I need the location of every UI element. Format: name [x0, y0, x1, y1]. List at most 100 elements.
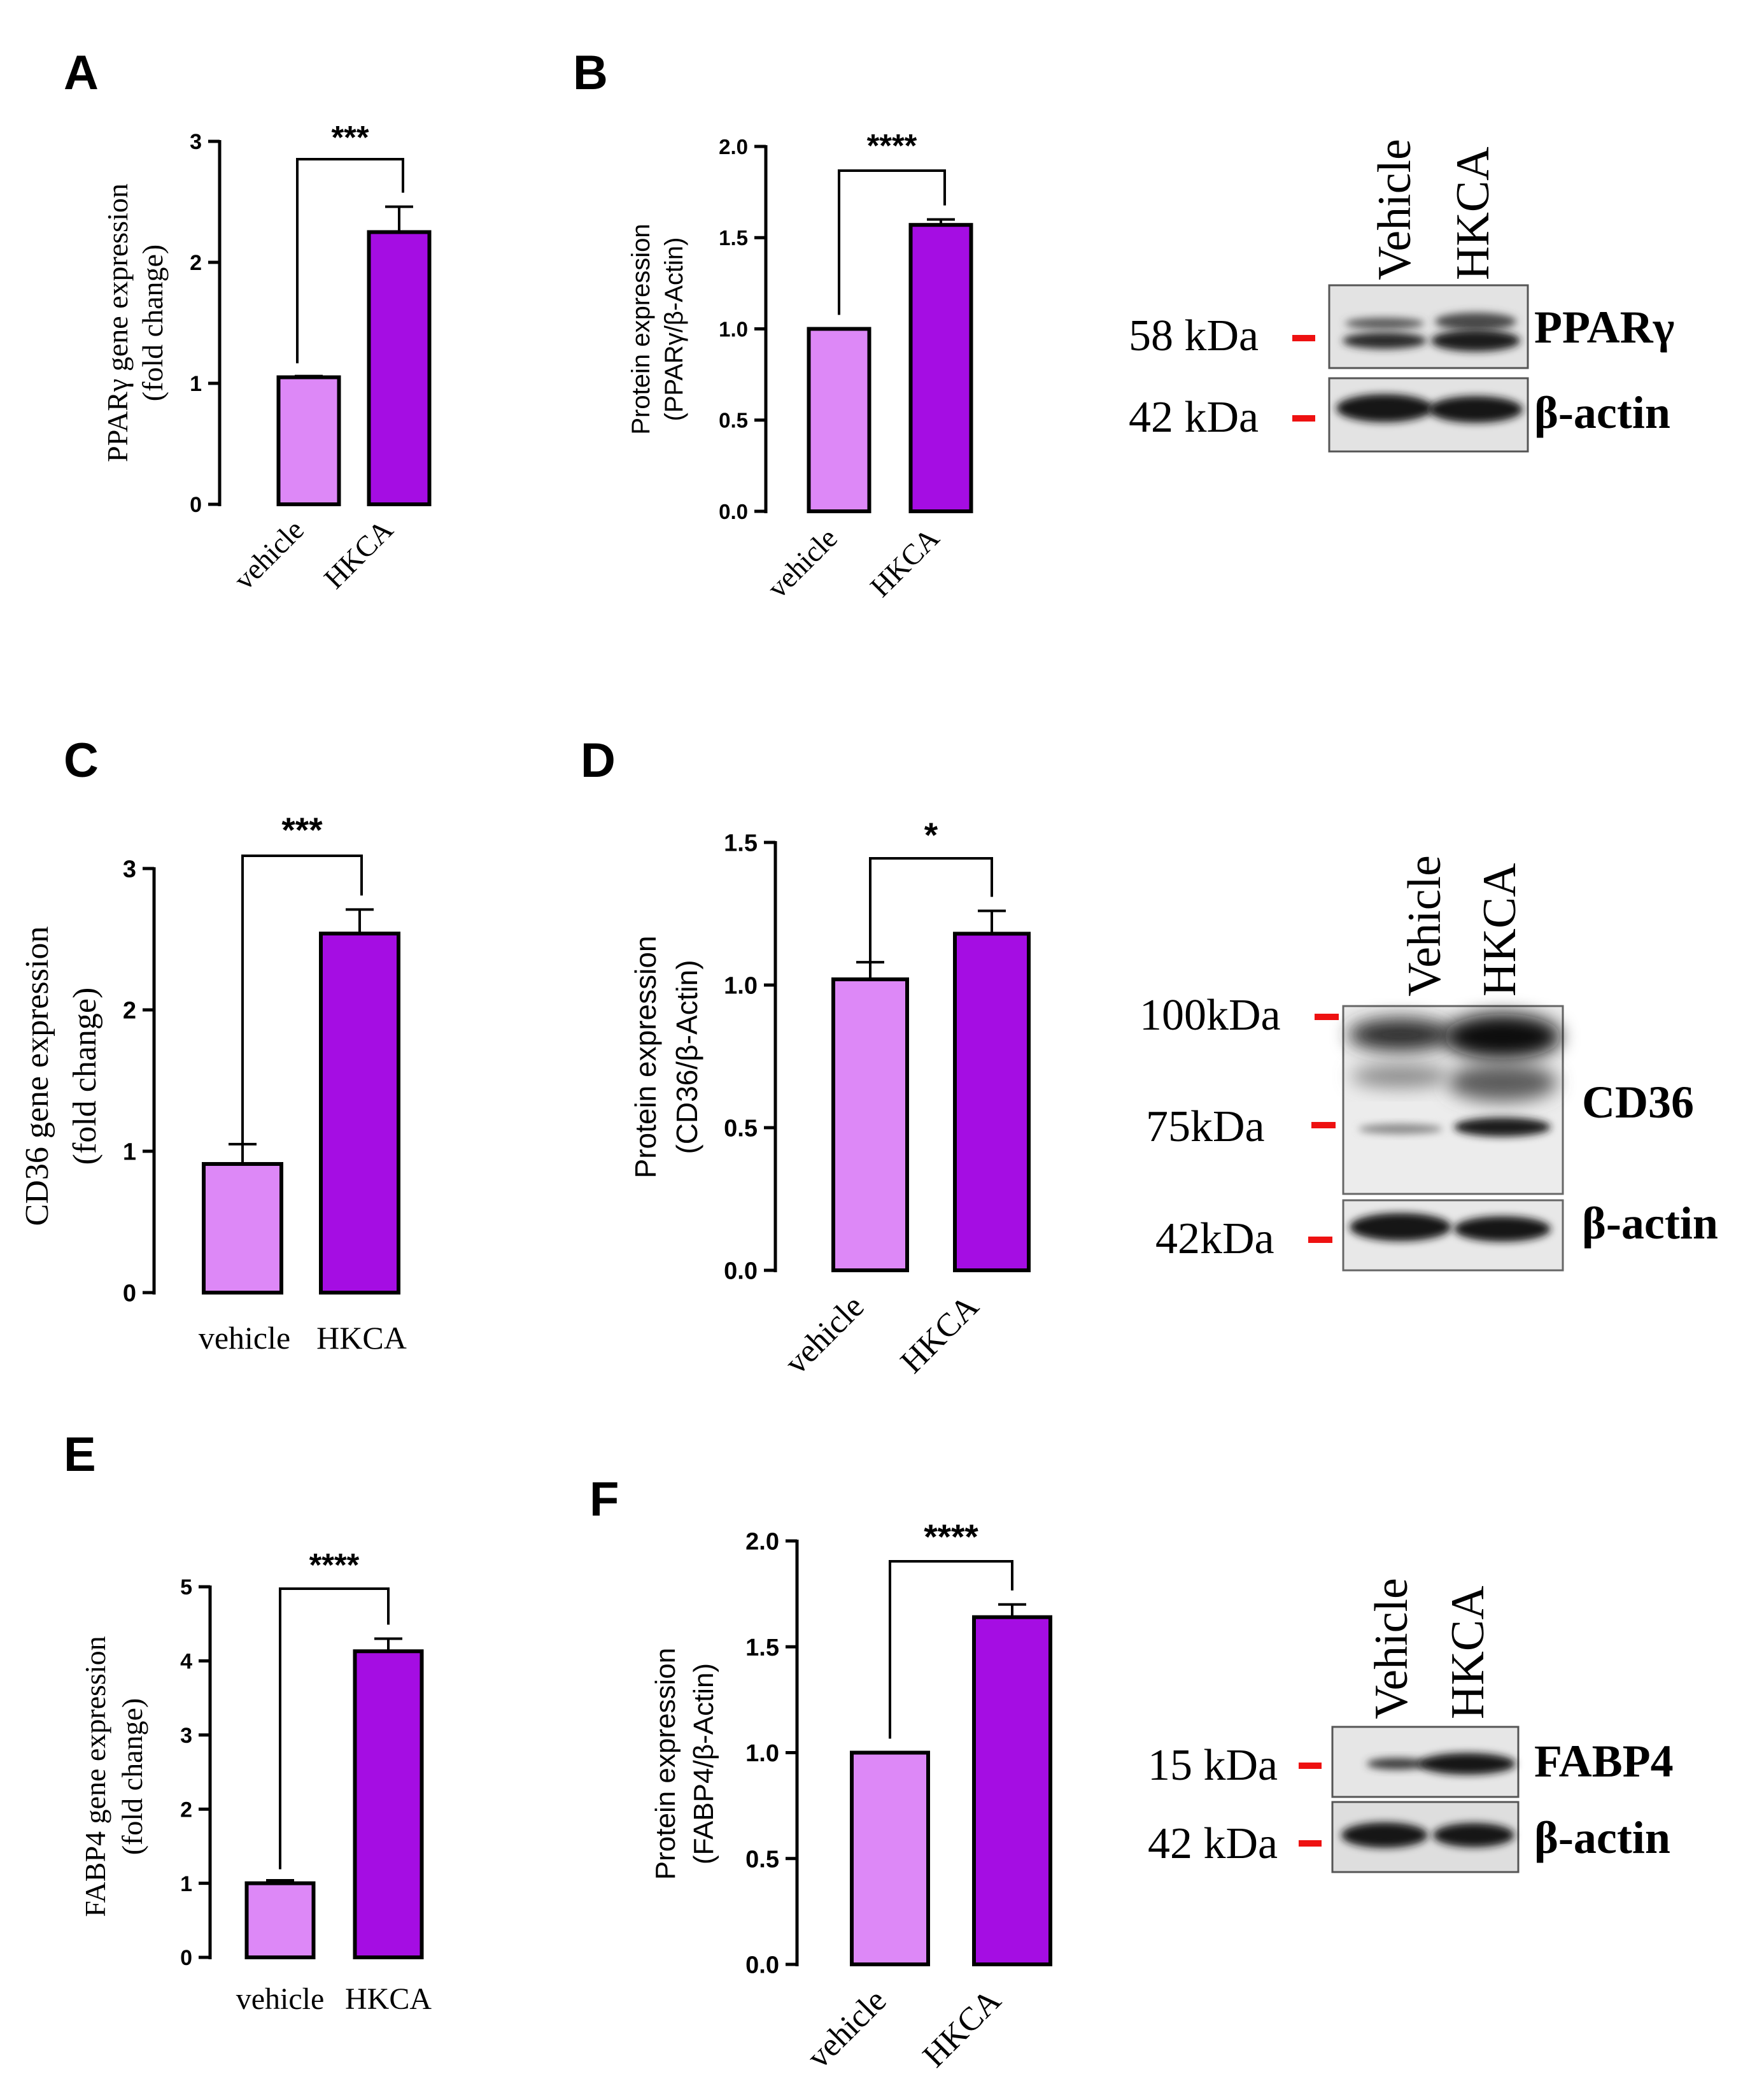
- marker-15kda: 15 kDa: [1148, 1741, 1278, 1790]
- band-actin-vehicle: [1336, 394, 1433, 422]
- y-axis-label: CD36 gene expression: [19, 926, 55, 1226]
- x-tick-label-vehicle: vehicle: [778, 1288, 871, 1381]
- protein-label-actin: β-actin: [1582, 1198, 1718, 1249]
- x-tick-label-vehicle: vehicle: [199, 1320, 290, 1356]
- y-axis-label: Protein expression: [627, 223, 655, 434]
- chart-e-fabp4-gene: 0 1 2 3 4 5 FABP4 gene expression (fold change)…: [79, 1547, 432, 2016]
- band-actin-hkca: [1429, 396, 1523, 423]
- chart-d-cd36-protein: 0.0 0.5 1.0 1.5 Protein expression (CD36/β-Ac…: [629, 815, 1031, 1382]
- chart-f-fabp4-protein: 0.0 0.5 1.0 1.5 2.0 Protein expression (FABP4/…: [650, 1517, 1052, 2076]
- bar-vehicle: [807, 327, 871, 513]
- y-tick-label: 0: [190, 493, 202, 517]
- band-cd36-hkca: [1454, 1117, 1551, 1137]
- lane-label-vehicle: Vehicle: [1369, 139, 1421, 280]
- y-tick-label: 1: [180, 1872, 192, 1896]
- y-axis-label: (fold change): [67, 988, 103, 1165]
- y-axis-label: (CD36/β-Actin): [670, 960, 703, 1154]
- y-tick-label: 1: [190, 372, 202, 396]
- band-pparg-vehicle-upper: [1345, 318, 1424, 329]
- y-tick-label: 1: [123, 1139, 136, 1166]
- lane-label-hkca: HKCA: [1447, 146, 1499, 280]
- marker-42kda: 42kDa: [1155, 1214, 1274, 1263]
- band-actin-hkca: [1454, 1216, 1551, 1242]
- y-tick-label: 0.0: [745, 1952, 779, 1979]
- significance-bracket: [279, 1587, 390, 1869]
- bar-vehicle: [831, 977, 909, 1273]
- blot-fabp4: Vehicle HKCA 15 kDa 42 kDa FABP4 β-actin: [1148, 1578, 1674, 1873]
- y-tick-label: 3: [123, 856, 136, 883]
- bar-hkca: [908, 223, 973, 513]
- y-axis-label: (fold change): [116, 1698, 148, 1855]
- protein-label-pparg: PPARγ: [1534, 302, 1674, 353]
- x-tick-label-hkca: HKCA: [316, 1320, 407, 1356]
- y-tick-label: 3: [190, 130, 202, 154]
- marker-75kda: 75kDa: [1146, 1102, 1265, 1151]
- y-tick-label: 0.5: [745, 1846, 779, 1873]
- x-tick-label-vehicle: vehicle: [236, 1982, 325, 2016]
- bar-vehicle: [850, 1750, 930, 1966]
- marker-tick: [1299, 1763, 1322, 1769]
- y-tick-label: 1.0: [724, 973, 758, 1000]
- protein-label-fabp4: FABP4: [1534, 1736, 1674, 1787]
- y-tick-label: 0.0: [724, 1258, 758, 1285]
- panel-letter-e: E: [64, 1428, 96, 1482]
- panel-letter-f: F: [589, 1472, 619, 1526]
- band-actin-vehicle: [1350, 1213, 1451, 1241]
- marker-tick: [1292, 415, 1315, 422]
- bar-hkca: [367, 230, 432, 506]
- marker-tick: [1308, 1237, 1332, 1243]
- band-fabp4-hkca: [1419, 1753, 1516, 1775]
- y-axis-label: Protein expression: [650, 1648, 681, 1880]
- marker-100kda: 100kDa: [1140, 991, 1281, 1040]
- lane-label-vehicle: Vehicle: [1399, 855, 1451, 997]
- lane-label-vehicle: Vehicle: [1365, 1578, 1418, 1719]
- protein-label-cd36: CD36: [1582, 1077, 1694, 1128]
- y-tick-label: 0: [123, 1281, 136, 1307]
- blot-cd36: Vehicle HKCA 100kDa 75kDa 42kDa CD36 β-a…: [1140, 855, 1718, 1272]
- y-axis-label: (PPARγ/β-Actin): [660, 238, 688, 422]
- significance-label: ***: [331, 119, 369, 155]
- protein-label-actin: β-actin: [1534, 1812, 1670, 1863]
- y-tick-label: 2: [180, 1798, 192, 1822]
- significance-label: ****: [867, 127, 917, 164]
- marker-tick: [1299, 1840, 1322, 1847]
- y-tick-label: 2: [190, 251, 202, 275]
- y-tick-label: 3: [180, 1724, 192, 1748]
- y-tick-label: 4: [180, 1650, 192, 1674]
- marker-42kda: 42 kDa: [1148, 1819, 1278, 1868]
- y-tick-label: 5: [180, 1575, 192, 1600]
- y-tick-label: 2.0: [719, 135, 748, 159]
- x-tick-label-hkca: HKCA: [894, 1288, 986, 1380]
- y-tick-label: 1.0: [745, 1740, 779, 1767]
- x-tick-label-hkca: HKCA: [318, 513, 399, 595]
- y-tick-label: 1.5: [745, 1635, 779, 1661]
- bar-vehicle: [276, 375, 341, 506]
- marker-tick: [1292, 335, 1315, 341]
- y-tick-label: 0.5: [724, 1116, 758, 1142]
- chart-c-cd36-gene: 0 1 2 3 CD36 gene expression (fold change) veh…: [19, 810, 407, 1356]
- x-tick-label-vehicle: vehicle: [227, 513, 310, 596]
- panel-letter-a: A: [64, 46, 99, 100]
- band-pparg-vehicle-lower: [1343, 332, 1427, 349]
- bar-hkca: [953, 932, 1031, 1272]
- y-tick-label: 0.0: [719, 500, 748, 523]
- y-axis-label: FABP4 gene expression: [79, 1636, 111, 1917]
- marker-58kda: 58 kDa: [1129, 311, 1259, 360]
- smear-cd36-vehicle-mid: [1351, 1065, 1450, 1088]
- panel-letter-b: B: [573, 46, 608, 100]
- band-fabp4-vehicle: [1367, 1758, 1428, 1770]
- significance-bracket: [869, 857, 993, 966]
- y-tick-label: 1.0: [719, 317, 748, 341]
- significance-bracket: [838, 169, 946, 315]
- bar-hkca: [319, 932, 400, 1295]
- y-tick-label: 0: [180, 1946, 192, 1970]
- band-pparg-hkca-lower: [1431, 330, 1520, 351]
- blot-pparg: Vehicle HKCA 58 kDa 42 kDa PPARγ β-actin: [1129, 139, 1674, 453]
- chart-a-pparg-gene: 0 1 2 3 PPARγ gene expression (fold change) ve…: [101, 119, 432, 596]
- band-actin-vehicle: [1341, 1822, 1428, 1848]
- smear-cd36-hkca-mid: [1448, 1063, 1557, 1102]
- significance-label: ****: [309, 1547, 360, 1583]
- x-tick-label-vehicle: vehicle: [800, 1982, 893, 2075]
- panel-letter-c: C: [64, 734, 99, 788]
